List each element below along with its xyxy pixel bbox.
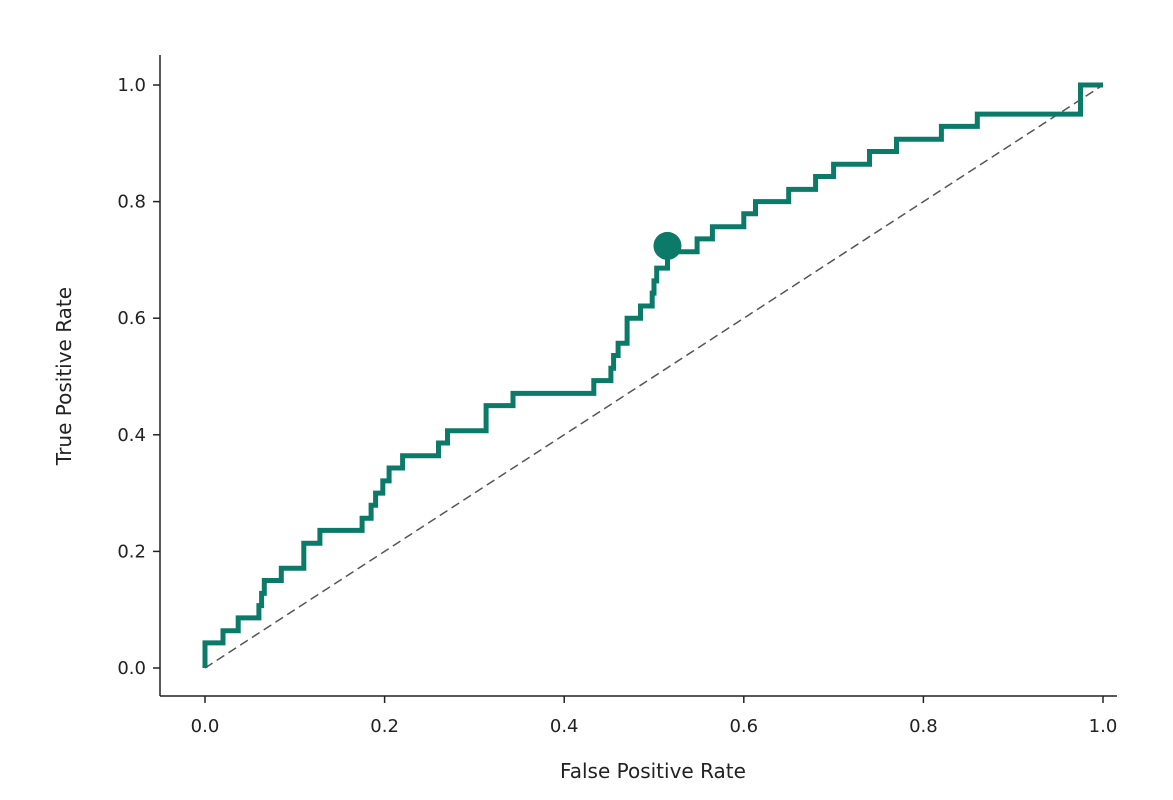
- axes: [159, 55, 1117, 697]
- x-tick-label: 0.2: [370, 716, 399, 737]
- y-tick-label: 0.4: [117, 425, 146, 446]
- y-tick-label: 0.0: [117, 658, 146, 679]
- x-tick-label: 0.6: [729, 716, 758, 737]
- ticks: 0.0 0.2 0.4 0.6 0.8 1.0 0.0 0.2 0.4 0.6 0.8 1.0: [117, 75, 1117, 737]
- series-layer: [202, 82, 1103, 668]
- marker-layer: [653, 231, 682, 260]
- y-tick-label: 0.6: [117, 308, 146, 329]
- y-tick-label: 0.8: [117, 192, 146, 213]
- x-tick-label: 0.0: [191, 716, 220, 737]
- y-tick-label: 1.0: [117, 75, 146, 96]
- roc-curve-line: [202, 82, 1103, 668]
- x-tick-label: 1.0: [1089, 716, 1118, 737]
- y-tick-label: 0.2: [117, 541, 146, 562]
- x-tick-label: 0.4: [550, 716, 579, 737]
- y-axis-label: True Positive Rate: [52, 287, 76, 466]
- chance-diagonal-line: [204, 84, 1104, 669]
- reference-diagonal: [204, 84, 1104, 669]
- x-axis-label: False Positive Rate: [560, 759, 746, 783]
- x-tick-label: 0.8: [909, 716, 938, 737]
- optimal-threshold-marker: [653, 231, 682, 260]
